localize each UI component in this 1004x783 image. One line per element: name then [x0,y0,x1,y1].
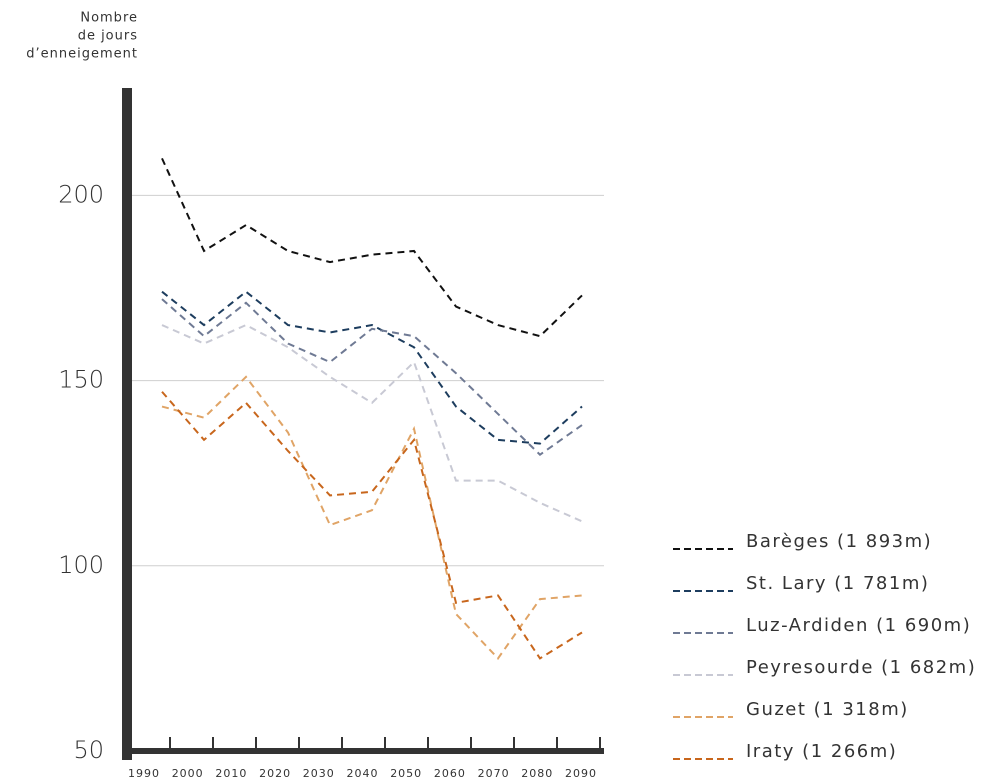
y-axis-label: d’enneigement [26,47,138,62]
series-line [161,290,583,445]
y-tick-label: 100 [58,551,104,579]
y-axis-label: de jours [78,29,138,44]
legend-label: Luz-Ardiden (1 690m) [746,615,971,636]
x-tick-label: 2090 [565,767,597,780]
x-tick-label: 2060 [434,767,466,780]
series-line [161,375,583,660]
x-tick-label: 2030 [303,767,335,780]
x-tick-label: 2020 [259,767,291,780]
legend-label: Peyresourde (1 682m) [746,657,976,678]
legend-label: Iraty (1 266m) [746,741,897,762]
x-tick-label: 2040 [347,767,379,780]
series-line [161,323,583,523]
x-tick-label: 2070 [478,767,510,780]
y-axis-label: Nombre [80,11,138,26]
series-line [161,391,583,660]
x-tick-label: 2080 [521,767,553,780]
series-line [161,298,583,456]
y-tick-label: 150 [58,366,104,394]
series-line [161,157,583,338]
y-tick-label: 50 [73,736,104,764]
legend-label: Barèges (1 893m) [746,531,932,552]
y-tick-label: 200 [58,180,104,208]
x-tick-label: 2050 [390,767,422,780]
x-tick-label: 2010 [215,767,247,780]
x-tick-label: 2000 [172,767,204,780]
x-tick-label: 1990 [128,767,160,780]
legend-label: St. Lary (1 781m) [746,573,929,594]
legend-label: Guzet (1 318m) [746,699,909,720]
